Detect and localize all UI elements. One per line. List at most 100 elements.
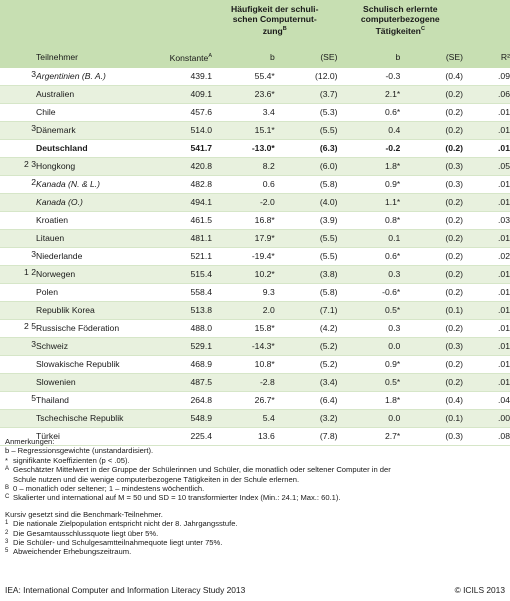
b-usage-value: 9.3 xyxy=(212,283,275,302)
b-activities-value: 0.0 xyxy=(337,409,401,428)
table-row: Australien 409.1 23.6* (3.7) 2.1* (0.2) .06 xyxy=(0,85,510,104)
participant-name: Slowenien xyxy=(36,373,162,392)
constant-value: 529.1 xyxy=(162,337,212,356)
se-activities-value: (0.2) xyxy=(400,139,463,158)
r-squared-value: .01 xyxy=(463,121,510,140)
table-row: Türkei 225.4 13.6 (7.8) 2.7* (0.3) .08 xyxy=(0,427,510,446)
constant-value: 494.1 xyxy=(162,193,212,212)
b-usage-value: 26.7* xyxy=(212,391,275,410)
b-activities-value: -0.2 xyxy=(337,139,401,158)
constant-value: 548.9 xyxy=(162,409,212,428)
table-row: 2 Kanada (N. & L.) 482.8 0.6 (5.8) 0.9* (0.3).… xyxy=(0,175,510,194)
table-row: 3 Argentinien (B. A.) 439.1 55.4* (12.0) -0.3… xyxy=(0,67,510,86)
group-header-usage-frequency: Häufigkeit der schuli- schen Computernut… xyxy=(212,0,338,47)
footer: IEA: International Computer and Informat… xyxy=(5,585,505,595)
participant-name: Dänemark xyxy=(36,121,162,140)
se-activities-value: (0.2) xyxy=(400,211,463,230)
constant-value: 461.5 xyxy=(162,211,212,230)
b-usage-value: 23.6* xyxy=(212,85,275,104)
b-activities-value: 0.5* xyxy=(337,373,401,392)
r-squared-value: .01 xyxy=(463,319,510,338)
participant-name: Thailand xyxy=(36,391,162,410)
constant-value: 225.4 xyxy=(162,427,212,446)
table-row: Polen 558.4 9.3 (5.8) -0.6* (0.2) .01 xyxy=(0,283,510,302)
se-usage-value: (6.4) xyxy=(274,391,338,410)
se-activities-value: (0.3) xyxy=(400,175,463,194)
se-usage-value: (6.3) xyxy=(274,139,338,158)
footnote-marks: 2 3 xyxy=(0,157,36,176)
r-squared-value: .04 xyxy=(463,391,510,410)
b-usage-value: 10.2* xyxy=(212,265,275,284)
constant-value: 409.1 xyxy=(162,85,212,104)
b-activities-value: 0.6* xyxy=(337,103,401,122)
b-usage-value: 55.4* xyxy=(212,67,275,86)
se-usage-value: (5.5) xyxy=(274,121,338,140)
participant-name: Litauen xyxy=(36,229,162,248)
constant-value: 482.8 xyxy=(162,175,212,194)
b-usage-value: -13.0* xyxy=(212,139,275,158)
participant-name: Australien xyxy=(36,85,162,104)
note-2: 2 Die Gesamtausschlussquote liegt über 5%… xyxy=(5,528,159,538)
b-usage-value: 15.1* xyxy=(212,121,275,140)
constant-value: 521.1 xyxy=(162,247,212,266)
participant-name: Norwegen xyxy=(36,265,162,284)
participant-name: Kroatien xyxy=(36,211,162,230)
constant-value: 264.8 xyxy=(162,391,212,410)
table-row: 2 5 Russische Föderation 488.0 15.8* (4.2) 0.… xyxy=(0,319,510,338)
se-usage-value: (3.4) xyxy=(274,373,338,392)
table-row: 3 Schweiz 529.1 -14.3* (5.2) 0.0 (0.3) .01 xyxy=(0,337,510,356)
footnote-marks xyxy=(0,103,36,122)
participant-name: Hongkong xyxy=(36,157,162,176)
b-activities-value: -0.6* xyxy=(337,283,401,302)
footnote-marks xyxy=(0,283,36,302)
footnote-marks xyxy=(0,301,36,320)
footnote-marks xyxy=(0,409,36,428)
constant-value: 468.9 xyxy=(162,355,212,374)
constant-value: 457.6 xyxy=(162,103,212,122)
participant-name: Kanada (N. & L.) xyxy=(36,175,162,194)
se-usage-value: (5.8) xyxy=(274,283,338,302)
r-squared-value: .01 xyxy=(463,355,510,374)
column-header-se-usage: (SE) xyxy=(274,47,338,68)
note-5: 5 Abweichender Erhebungszeitraum. xyxy=(5,547,132,557)
b-activities-value: 1.8* xyxy=(337,157,401,176)
note-a-cont: Schule nutzen und die wenige computerbez… xyxy=(13,474,300,484)
se-activities-value: (0.2) xyxy=(400,229,463,248)
b-activities-value: 2.1* xyxy=(337,85,401,104)
b-usage-value: -14.3* xyxy=(212,337,275,356)
se-activities-value: (0.2) xyxy=(400,85,463,104)
table-notes: Anmerkungen: b – Regressionsgewichte (un… xyxy=(5,437,505,557)
column-header-se-activities: (SE) xyxy=(400,47,463,68)
se-usage-value: (5.2) xyxy=(274,337,338,356)
b-activities-value: -0.3 xyxy=(337,67,401,86)
se-activities-value: (0.4) xyxy=(400,67,463,86)
table-row: Deutschland 541.7 -13.0* (6.3) -0.2 (0.2) .01 xyxy=(0,139,510,158)
table-row: 5 Thailand 264.8 26.7* (6.4) 1.8* (0.4) .04 xyxy=(0,391,510,410)
b-activities-value: 0.9* xyxy=(337,355,401,374)
column-header-constant: KonstanteA xyxy=(162,47,212,68)
footnote-marks xyxy=(0,373,36,392)
table-row: 3 Dänemark 514.0 15.1* (5.5) 0.4 (0.2) .01 xyxy=(0,121,510,140)
r-squared-value: .01 xyxy=(463,229,510,248)
note-3: 3 Die Schüler- und Schulgesamtteilnahmequ… xyxy=(5,538,223,548)
constant-value: 487.5 xyxy=(162,373,212,392)
footnote-marks: 3 xyxy=(0,247,36,266)
r-squared-value: .00 xyxy=(463,409,510,428)
r-squared-value: .01 xyxy=(463,265,510,284)
r-squared-value: .06 xyxy=(463,85,510,104)
participant-name: Chile xyxy=(36,103,162,122)
column-header-participant: Teilnehmer xyxy=(36,47,162,68)
source-line: IEA: International Computer and Informat… xyxy=(5,585,246,595)
table-row: Slowenien 487.5 -2.8 (3.4) 0.5* (0.2) .01 xyxy=(0,373,510,392)
footnote-marks xyxy=(0,193,36,212)
column-header-b-activities: b xyxy=(337,47,401,68)
constant-value: 420.8 xyxy=(162,157,212,176)
se-activities-value: (0.2) xyxy=(400,121,463,140)
se-activities-value: (0.3) xyxy=(400,337,463,356)
r-squared-value: .01 xyxy=(463,139,510,158)
constant-value: 541.7 xyxy=(162,139,212,158)
b-activities-value: 2.7* xyxy=(337,427,401,446)
footnote-marks xyxy=(0,211,36,230)
se-usage-value: (12.0) xyxy=(274,67,338,86)
